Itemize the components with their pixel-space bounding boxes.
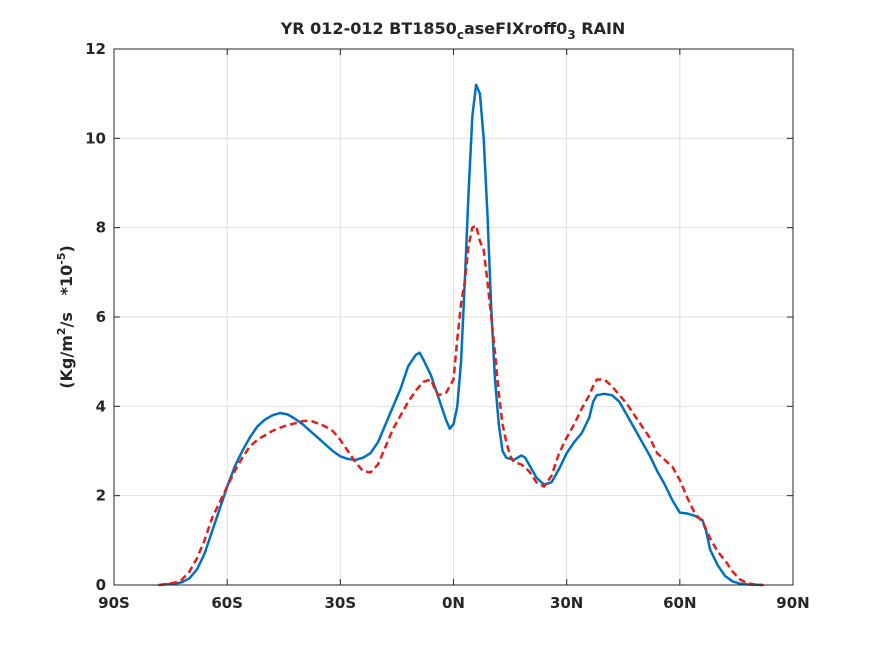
ylabel-part-1: (Kg/m [57, 335, 76, 389]
ylabel-part-2: /s *10 [57, 265, 76, 328]
series-line-1 [158, 83, 765, 587]
y-axis-label: (Kg/m2/s *10-5) [55, 245, 76, 389]
x-tick-label-6: 90N [776, 594, 809, 612]
y-tick-label-3: 6 [96, 308, 106, 326]
ylabel-superscript-2: -5 [55, 253, 68, 265]
title-main: YR 012-012 BT1850 [280, 19, 457, 38]
series-lines [158, 83, 765, 587]
title-subscript-2: 3 [567, 28, 575, 42]
title-subscript-1: c [457, 28, 464, 42]
x-tick-label-0: 90S [98, 594, 130, 612]
y-tick-label-6: 12 [85, 40, 106, 58]
series-line-2 [159, 224, 763, 587]
y-tick-label-4: 8 [96, 219, 106, 237]
axis-ticks: 90S 60S 30S 0N 30N 60N 90N 0 2 4 6 8 10 12 [85, 40, 810, 612]
y-tick-label-2: 4 [96, 397, 106, 415]
ylabel-part-3: ) [57, 245, 76, 252]
chart-title: YR 012-012 BT1850caseFIXroff03 RAIN [280, 19, 626, 42]
title-tail: RAIN [576, 19, 626, 38]
x-tick-label-2: 30S [324, 594, 356, 612]
x-tick-label-1: 60S [211, 594, 243, 612]
y-tick-label-5: 10 [85, 129, 106, 147]
x-tick-label-4: 30N [550, 594, 583, 612]
x-tick-label-3: 0N [442, 594, 465, 612]
grid-lines [114, 49, 793, 585]
title-middle: aseFIXroff0 [464, 19, 567, 38]
ylabel-superscript-1: 2 [55, 327, 68, 335]
x-tick-label-5: 60N [663, 594, 696, 612]
y-tick-label-1: 2 [96, 487, 106, 505]
y-tick-label-0: 0 [96, 576, 106, 594]
